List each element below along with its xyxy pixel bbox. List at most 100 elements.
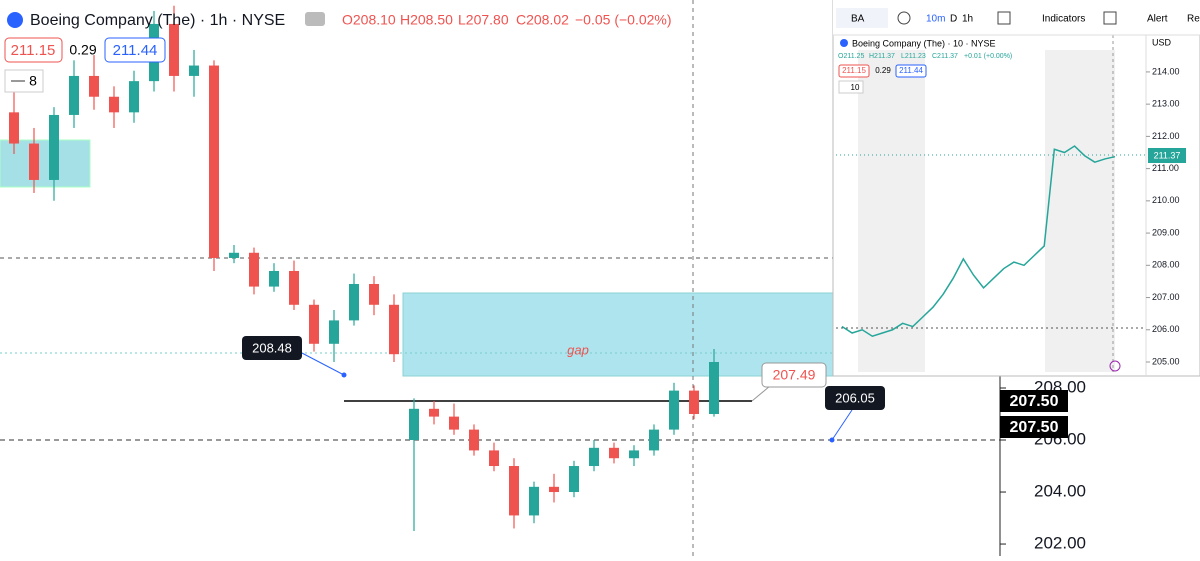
ohlc-close: C211.37 <box>932 53 958 60</box>
last-price-tag <box>1148 148 1186 163</box>
candle-body <box>389 304 399 355</box>
y-tick-label: 210.00 <box>1152 195 1180 205</box>
toolbar-replay[interactable]: Re <box>1187 14 1200 25</box>
bid-box[interactable] <box>4 37 63 63</box>
candle-body <box>229 252 239 258</box>
candle-body <box>629 450 639 459</box>
candle-body <box>469 429 479 451</box>
callout-dot <box>341 372 347 378</box>
y-tick-label: 204.00 <box>1034 482 1086 501</box>
toolbar-range[interactable]: 1h <box>962 14 973 25</box>
candle-body <box>589 447 599 467</box>
price-tag-label: 207.50 <box>1010 393 1059 410</box>
price-tag-label: 207.50 <box>1010 419 1059 436</box>
y-tick-label: 212.00 <box>1152 131 1180 141</box>
indicator-toggle[interactable] <box>838 80 864 94</box>
callout-line <box>831 409 853 441</box>
callout[interactable] <box>825 386 885 410</box>
ohlc-high: H208.50 <box>400 12 453 28</box>
last-price: 211.37 <box>1154 150 1181 160</box>
event-icon[interactable] <box>1109 360 1121 372</box>
toolbar-range[interactable]: D <box>950 14 957 25</box>
chart-type[interactable] <box>997 11 1011 25</box>
callout[interactable] <box>761 362 827 388</box>
bid: 211.15 <box>842 66 866 75</box>
candle-body <box>609 447 619 459</box>
bid-box[interactable] <box>838 64 870 78</box>
ohlc-close: C208.02 <box>516 12 569 28</box>
ohlc-low: L207.80 <box>458 12 509 28</box>
indicator-count: 10 <box>851 83 860 92</box>
zone <box>0 139 91 188</box>
candle-body <box>649 429 659 451</box>
bid: 211.15 <box>11 42 56 59</box>
candle-body <box>429 408 439 417</box>
candle-body <box>409 408 419 441</box>
ohlc-low: L211.23 <box>901 53 926 60</box>
layout-btn[interactable] <box>1103 11 1117 25</box>
session-shade <box>1045 50 1115 372</box>
session-shade <box>858 50 925 372</box>
symbol-search[interactable] <box>836 8 888 28</box>
add-symbol[interactable] <box>897 11 911 25</box>
ohlc-change: +0.01 (+0.00%) <box>964 53 1012 60</box>
callout-dot <box>829 437 835 443</box>
candle-body <box>169 23 179 76</box>
candle-body <box>509 466 519 516</box>
indicator-count: 8 <box>29 73 37 89</box>
y-tick-label: 202.00 <box>1034 534 1086 553</box>
ohlc-change: −0.05 (−0.02%) <box>575 12 672 28</box>
candle-body <box>289 270 299 305</box>
spread: 0.29 <box>69 42 96 58</box>
candle-body <box>489 450 499 467</box>
callout-text: 207.49 <box>773 367 816 383</box>
candle-body <box>189 65 199 76</box>
candle-body <box>709 361 719 415</box>
candle-body <box>309 304 319 344</box>
y-tick-label: 211.00 <box>1152 163 1179 173</box>
candle-body <box>109 96 119 113</box>
y-tick-label: 205.00 <box>1152 356 1180 366</box>
toolbar-interval[interactable]: 10m <box>926 14 945 25</box>
toolbar-symbol[interactable]: BA <box>851 14 865 25</box>
callout-text: 208.48 <box>252 340 292 355</box>
ask-box[interactable] <box>895 64 927 78</box>
candle-body <box>369 283 379 305</box>
callout-text: 206.05 <box>835 390 875 405</box>
price-tag <box>1000 390 1068 412</box>
ohlc-open: O208.10 <box>342 12 396 28</box>
ask: 211.44 <box>899 66 923 75</box>
y-tick-label: 208.00 <box>1152 260 1180 270</box>
candle-body <box>529 486 539 516</box>
y-tick-label: 213.00 <box>1152 99 1180 109</box>
candle-body <box>89 75 99 97</box>
symbol-icon <box>840 39 848 47</box>
ohlc-open: O211.25 <box>838 53 864 60</box>
gap-zone <box>402 292 834 377</box>
candle-body <box>69 75 79 115</box>
price-tag <box>1000 416 1068 438</box>
candle-body <box>49 114 59 180</box>
toolbar-alert[interactable]: Alert <box>1147 14 1168 25</box>
toolbar <box>833 0 1200 35</box>
candle-body <box>269 270 279 287</box>
y-tick-label: 206.00 <box>1152 324 1180 334</box>
candle-body <box>9 112 19 144</box>
y-tick-label: 207.00 <box>1152 292 1180 302</box>
y-tick-label: 209.00 <box>1152 227 1180 237</box>
candle-body <box>329 320 339 344</box>
currency: USD <box>1152 37 1172 47</box>
candle-body <box>349 283 359 321</box>
ask-box[interactable] <box>104 37 166 63</box>
spread: 0.29 <box>875 66 891 75</box>
toolbar-indicators[interactable]: Indicators <box>1042 14 1085 25</box>
candle-body <box>129 81 139 113</box>
price-line <box>841 145 1116 338</box>
chart-title: Boeing Company (The) · 1h · NYSE <box>30 12 285 29</box>
candle-body <box>569 466 579 493</box>
callout-line <box>299 351 345 376</box>
collapse-btn[interactable] <box>305 12 325 26</box>
callout[interactable] <box>242 336 302 360</box>
candle-body <box>209 65 219 258</box>
